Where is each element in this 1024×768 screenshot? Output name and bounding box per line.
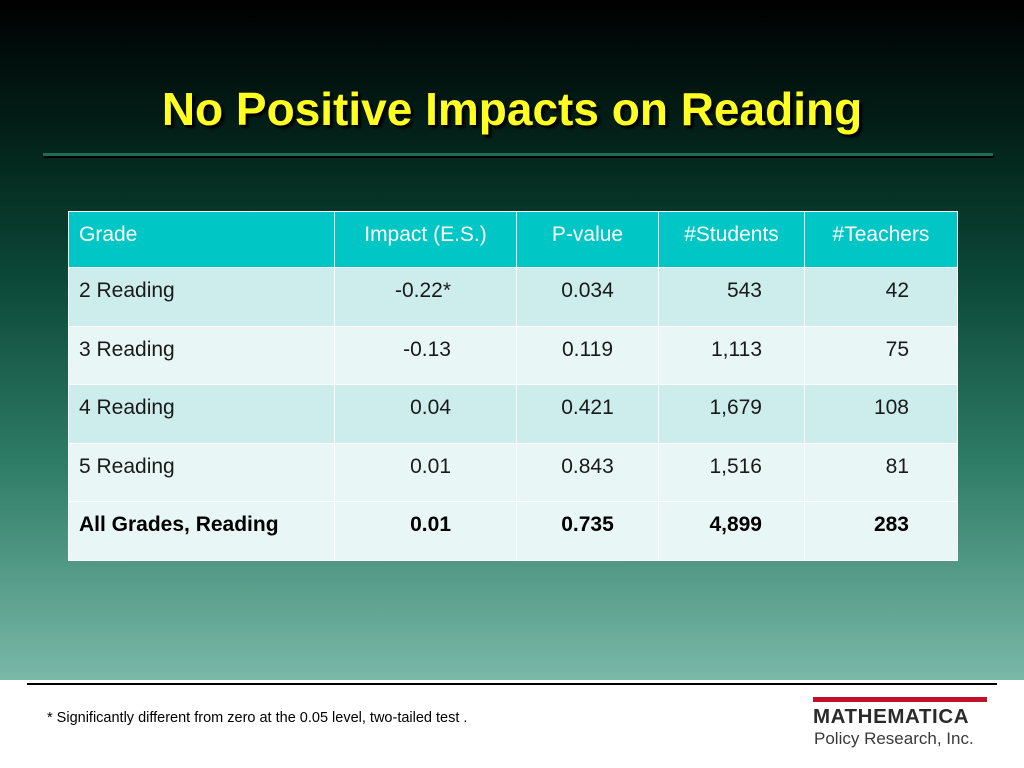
cell-grade: 3 Reading (68, 325, 335, 386)
cell-impact: 0.04 (334, 384, 517, 444)
cell-grade: 4 Reading (68, 384, 335, 444)
cell-impact: -0.13 (334, 325, 517, 386)
cell-students: 1,679 (658, 384, 805, 444)
logo-red-bar (813, 697, 987, 702)
header-students: #Students (658, 211, 805, 268)
table-row: 3 Reading -0.13 0.119 1,113 75 (68, 325, 958, 386)
cell-teachers: 81 (804, 442, 958, 503)
cell-teachers: 42 (804, 267, 958, 327)
table-row: 4 Reading 0.04 0.421 1,679 108 (68, 384, 958, 444)
cell-p-value: 0.119 (516, 325, 659, 386)
cell-p-value: 0.034 (516, 267, 659, 327)
table-row: 5 Reading 0.01 0.843 1,516 81 (68, 442, 958, 503)
title-underline (43, 153, 993, 156)
mathematica-logo: MATHEMATICA Policy Research, Inc. (813, 697, 989, 755)
cell-p-value: 0.421 (516, 384, 659, 444)
significance-footnote: * Significantly different from zero at t… (47, 710, 468, 726)
cell-p-value: 0.735 (516, 501, 659, 561)
logo-name: MATHEMATICA (813, 705, 970, 728)
slide-title: No Positive Impacts on Reading (161, 83, 863, 135)
results-table: Grade Impact (E.S.) P-value #Students #T… (68, 211, 958, 561)
cell-impact: 0.01 (334, 442, 517, 503)
cell-students: 1,516 (658, 442, 805, 503)
logo-subtitle: Policy Research, Inc. (814, 729, 974, 748)
cell-impact: -0.22* (334, 267, 517, 327)
cell-impact: 0.01 (334, 501, 517, 561)
cell-teachers: 283 (804, 501, 958, 561)
cell-grade: 2 Reading (68, 267, 335, 327)
header-grade: Grade (68, 211, 335, 268)
header-impact: Impact (E.S.) (334, 211, 517, 268)
cell-teachers: 75 (804, 325, 958, 386)
cell-grade: 5 Reading (68, 442, 335, 503)
header-teachers: #Teachers (804, 211, 958, 268)
cell-students: 1,113 (658, 325, 805, 386)
cell-students: 4,899 (658, 501, 805, 561)
footer-divider (27, 683, 997, 685)
cell-teachers: 108 (804, 384, 958, 444)
cell-p-value: 0.843 (516, 442, 659, 503)
table-header-row: Grade Impact (E.S.) P-value #Students #T… (68, 211, 958, 268)
header-p-value: P-value (516, 211, 659, 268)
table-row: 2 Reading -0.22* 0.034 543 42 (68, 267, 958, 327)
cell-students: 543 (658, 267, 805, 327)
cell-grade: All Grades, Reading (68, 501, 335, 561)
table-total-row: All Grades, Reading 0.01 0.735 4,899 283 (68, 501, 958, 561)
